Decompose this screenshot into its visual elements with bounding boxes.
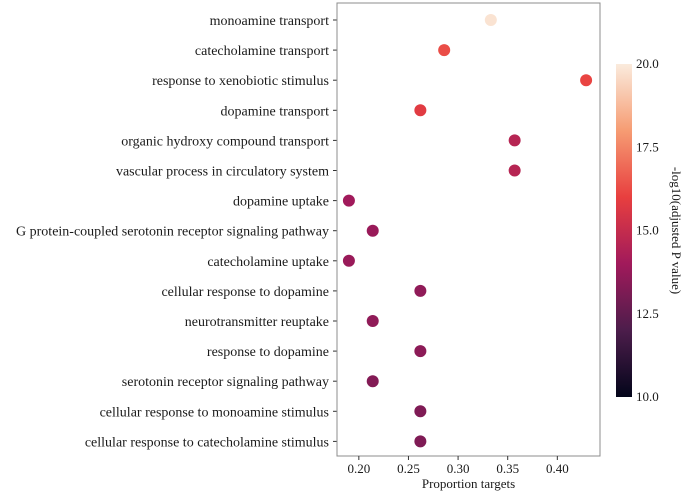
data-point	[580, 74, 593, 87]
y-tick-label: vascular process in circulatory system	[116, 165, 329, 180]
x-axis-title: Proportion targets	[422, 476, 515, 491]
data-point	[414, 104, 427, 117]
y-tick-label: response to dopamine	[207, 345, 329, 360]
x-tick-label: 0.25	[397, 461, 420, 476]
data-point	[414, 284, 427, 297]
x-tick-label: 0.35	[496, 461, 519, 476]
y-tick-label: cellular response to catecholamine stimu…	[85, 435, 329, 450]
y-tick-label: organic hydroxy compound transport	[121, 134, 329, 149]
data-point	[438, 44, 451, 57]
data-points	[342, 14, 593, 448]
data-point	[414, 405, 427, 418]
colorbar-tick-label: 17.5	[636, 139, 659, 154]
y-tick-label: G protein-coupled serotonin receptor sig…	[16, 225, 329, 240]
data-point	[366, 375, 379, 388]
category-labels: monoamine transport catecholamine transpo…	[16, 14, 337, 450]
colorbar-tick-label: 12.5	[636, 306, 659, 321]
y-tick-label: monoamine transport	[210, 14, 329, 29]
data-point	[414, 435, 427, 448]
x-tick-label: 0.40	[546, 461, 569, 476]
x-axis: 0.20 0.25 0.30 0.35 0.40	[347, 456, 569, 476]
colorbar-tick-label: 10.0	[636, 389, 659, 404]
data-point	[342, 254, 355, 267]
data-point	[508, 134, 521, 147]
plot-panel	[336, 2, 601, 457]
colorbar-ticks: 10.0 12.5 15.0 17.5 20.0	[636, 56, 659, 404]
y-tick-label: response to xenobiotic stimulus	[152, 74, 329, 89]
y-tick-label: neurotransmitter reuptake	[185, 315, 329, 330]
colorbar-title: -log10(adjusted P value)	[669, 167, 682, 294]
y-tick-label: cellular response to monoamine stimulus	[100, 405, 329, 420]
data-point	[366, 315, 379, 327]
data-point	[508, 164, 521, 177]
y-tick-label: dopamine transport	[221, 104, 330, 119]
colorbar-tick-label: 15.0	[636, 223, 659, 238]
colorbar: 10.0 12.5 15.0 17.5 20.0 -log10(adjusted P v…	[616, 56, 682, 404]
data-point	[366, 224, 379, 237]
y-tick-label: serotonin receptor signaling pathway	[122, 375, 329, 390]
data-point	[342, 194, 355, 207]
y-tick-label: cellular response to dopamine	[161, 285, 329, 300]
x-tick-label: 0.20	[347, 461, 370, 476]
y-tick-label: catecholamine transport	[195, 44, 329, 59]
data-point	[484, 14, 497, 26]
x-tick-label: 0.30	[447, 461, 470, 476]
data-point	[414, 345, 427, 358]
y-tick-label: catecholamine uptake	[207, 255, 329, 270]
colorbar-tick-label: 20.0	[636, 56, 659, 71]
y-tick-label: dopamine uptake	[233, 195, 329, 210]
colorbar-gradient	[616, 64, 632, 397]
